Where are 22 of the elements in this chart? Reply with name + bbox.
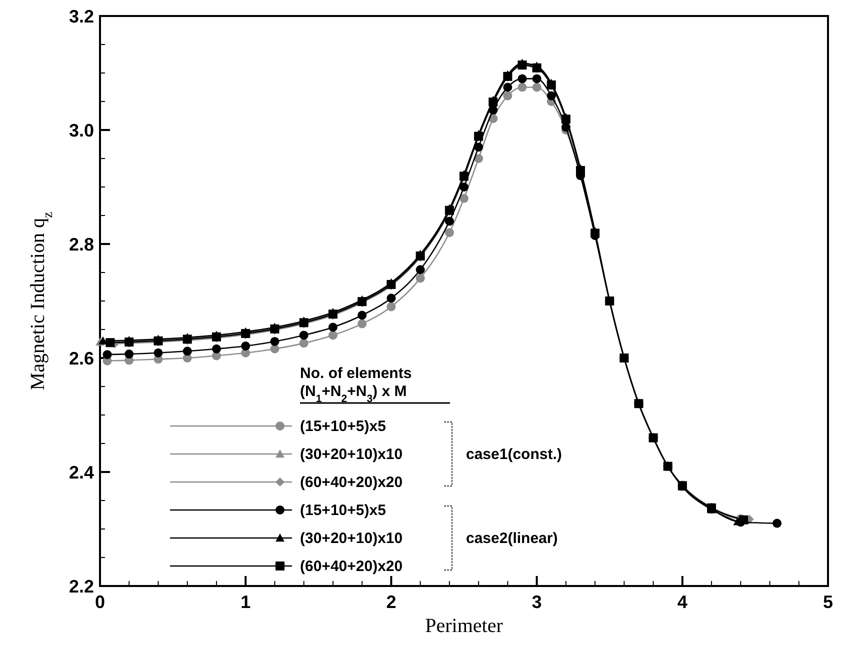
y-tick-label: 2.4: [68, 462, 94, 482]
legend-label: (15+10+5)x5: [300, 502, 386, 519]
x-tick-label: 2: [386, 592, 396, 612]
legend-label: (30+20+10)x10: [300, 446, 403, 463]
legend-label: (60+40+20)x20: [300, 558, 403, 575]
y-tick-label: 2.8: [68, 234, 94, 254]
x-axis-title: Perimeter: [425, 615, 504, 637]
x-tick-label: 5: [822, 592, 834, 612]
y-tick-label: 3.2: [68, 6, 94, 26]
legend-label: (60+40+20)x20: [300, 474, 403, 491]
annotation: case1(const.): [466, 446, 562, 463]
legend-label: (30+20+10)x10: [300, 530, 403, 547]
x-tick-label: 3: [532, 592, 542, 612]
x-tick-label: 0: [94, 592, 106, 612]
legend-title: No. of elements (N$_{1}$+N$_{2}$+N$_{3}$) x M: [300, 365, 412, 405]
x-tick-label: 1: [240, 592, 251, 612]
y-tick-label: 3.0: [68, 120, 94, 140]
y-tick-label: 2.6: [68, 348, 94, 368]
x-tick-label: 4: [677, 592, 688, 612]
annotation: case2(linear): [466, 530, 558, 547]
y-tick-label: 2.2: [68, 576, 94, 596]
legend-label: (15+10+5)x5: [300, 418, 386, 435]
